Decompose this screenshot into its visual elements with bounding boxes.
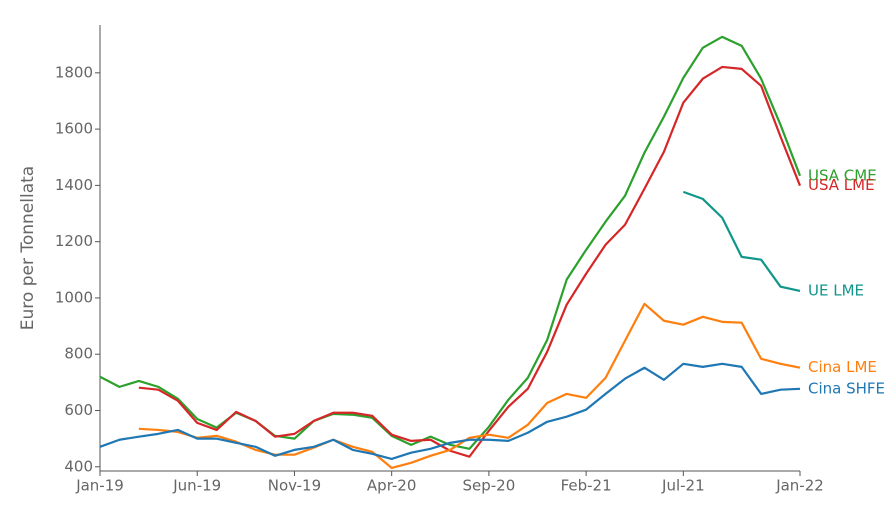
series-label: Cina SHFE bbox=[808, 379, 885, 397]
x-tick-label: Jan-22 bbox=[775, 477, 824, 495]
x-tick-label: Nov-19 bbox=[268, 477, 321, 495]
x-tick-label: Jan-19 bbox=[75, 477, 124, 495]
x-tick-label: Feb-21 bbox=[561, 477, 612, 495]
x-tick-label: Jul-21 bbox=[661, 477, 705, 495]
series-line bbox=[99, 362, 801, 460]
series-label: USA LME bbox=[808, 176, 875, 194]
y-tick-label: 400 bbox=[64, 457, 93, 475]
series-line bbox=[682, 190, 801, 292]
y-tick-label: 1400 bbox=[55, 176, 93, 194]
x-tick-label: Sep-20 bbox=[462, 477, 515, 495]
series-line bbox=[99, 35, 802, 450]
y-tick-label: 800 bbox=[64, 345, 93, 363]
series-line bbox=[138, 65, 802, 458]
x-tick-label: Apr-20 bbox=[367, 477, 417, 495]
series-label: Cina LME bbox=[808, 358, 877, 376]
series-label: USA CME bbox=[808, 166, 877, 184]
y-tick-label: 600 bbox=[64, 401, 93, 419]
y-tick-label: 1600 bbox=[55, 120, 93, 138]
y-tick-label: 1800 bbox=[55, 63, 93, 81]
x-tick-label: Jun-19 bbox=[172, 477, 221, 495]
y-tick-label: 1200 bbox=[55, 232, 93, 250]
y-tick-label: 1000 bbox=[55, 288, 93, 306]
series-label: UE LME bbox=[808, 281, 864, 299]
y-axis-label: Euro per Tonnellata bbox=[18, 166, 38, 330]
series-line bbox=[138, 302, 801, 470]
